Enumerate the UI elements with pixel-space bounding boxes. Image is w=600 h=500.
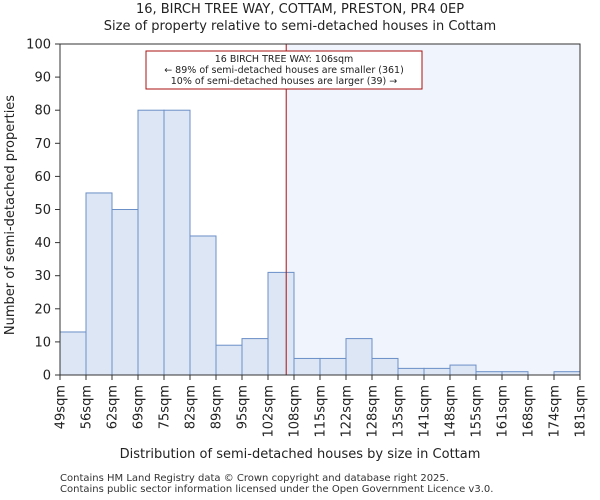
x-tick-label-181sqm: 181sqm bbox=[574, 385, 589, 438]
x-tick-label-141sqm: 141sqm bbox=[418, 385, 433, 438]
x-tick-label-82sqm: 82sqm bbox=[184, 385, 199, 429]
x-axis-label: Distribution of semi-detached houses by … bbox=[120, 447, 481, 462]
x-tick-label-135sqm: 135sqm bbox=[392, 385, 407, 438]
x-tick-label-95sqm: 95sqm bbox=[236, 385, 251, 429]
x-tick-label-174sqm: 174sqm bbox=[548, 385, 563, 438]
footer-line-1: Contains HM Land Registry data © Crown c… bbox=[60, 473, 449, 484]
bar-141sqm bbox=[423, 367, 451, 376]
y-tick-label-30: 30 bbox=[34, 269, 51, 284]
y-tick-label-20: 20 bbox=[34, 302, 51, 317]
y-tick-label-70: 70 bbox=[34, 137, 51, 152]
x-tick-label-115sqm: 115sqm bbox=[314, 385, 329, 438]
x-tick-label-89sqm: 89sqm bbox=[210, 385, 225, 429]
bar-82sqm bbox=[189, 235, 217, 376]
chart-title: 16, BIRCH TREE WAY, COTTAM, PRESTON, PR4… bbox=[104, 2, 496, 34]
x-tick-label-62sqm: 62sqm bbox=[106, 385, 121, 429]
chart-title-line-1: 16, BIRCH TREE WAY, COTTAM, PRESTON, PR4… bbox=[136, 2, 464, 17]
y-axis: 0 10 20 30 40 50 60 70 80 90 100 bbox=[26, 38, 60, 384]
annotation-line-2: ← 89% of semi-detached houses are smalle… bbox=[164, 65, 404, 76]
marker-annotation: 16 BIRCH TREE WAY: 106sqm← 89% of semi-d… bbox=[145, 50, 423, 90]
y-tick-label-10: 10 bbox=[34, 335, 51, 350]
y-tick-label-50: 50 bbox=[34, 203, 51, 218]
bar-122sqm bbox=[345, 338, 373, 376]
x-tick-label-49sqm: 49sqm bbox=[54, 385, 69, 429]
bar-108sqm bbox=[293, 357, 321, 376]
y-axis-label: Number of semi-detached properties bbox=[3, 95, 18, 335]
annotation-line-1: 16 BIRCH TREE WAY: 106sqm bbox=[215, 54, 354, 65]
x-tick-label-161sqm: 161sqm bbox=[496, 385, 511, 438]
y-tick-label-40: 40 bbox=[34, 236, 51, 251]
bar-128sqm bbox=[371, 357, 399, 376]
bar-56sqm bbox=[85, 192, 113, 376]
x-tick-label-148sqm: 148sqm bbox=[444, 385, 459, 438]
bar-75sqm bbox=[163, 109, 191, 376]
x-tick-label-155sqm: 155sqm bbox=[470, 385, 485, 438]
y-tick-label-100: 100 bbox=[26, 38, 51, 53]
y-tick-label-0: 0 bbox=[43, 369, 51, 384]
y-tick-label-60: 60 bbox=[34, 170, 51, 185]
x-tick-label-122sqm: 122sqm bbox=[340, 385, 355, 438]
bar-89sqm bbox=[215, 344, 243, 376]
y-tick-label-90: 90 bbox=[34, 71, 51, 86]
annotation-line-3: 10% of semi-detached houses are larger (… bbox=[171, 76, 398, 87]
x-tick-label-128sqm: 128sqm bbox=[366, 385, 381, 438]
x-axis: 49sqm 56sqm 62sqm 69sqm 75sqm 82sqm 89sqm 95sqm… bbox=[54, 375, 589, 438]
annotation-box bbox=[145, 50, 423, 90]
x-tick-label-168sqm: 168sqm bbox=[522, 385, 537, 438]
bar-62sqm bbox=[111, 209, 139, 376]
x-tick-label-75sqm: 75sqm bbox=[158, 385, 173, 429]
x-tick-label-69sqm: 69sqm bbox=[132, 385, 147, 429]
x-tick-label-102sqm: 102sqm bbox=[262, 385, 277, 438]
y-tick-label-80: 80 bbox=[34, 104, 51, 119]
plot-frame bbox=[59, 43, 581, 376]
bar-49sqm bbox=[59, 331, 87, 376]
footer-line-2: Contains public sector information licen… bbox=[60, 484, 494, 495]
x-tick-label-108sqm: 108sqm bbox=[288, 385, 303, 438]
larger-properties-region bbox=[286, 44, 580, 375]
bar-135sqm bbox=[397, 367, 425, 376]
bars bbox=[59, 109, 581, 376]
x-tick-label-56sqm: 56sqm bbox=[80, 385, 95, 429]
bar-102sqm bbox=[267, 271, 295, 376]
bar-69sqm bbox=[137, 109, 165, 376]
bar-115sqm bbox=[319, 357, 347, 376]
bar-148sqm bbox=[449, 364, 477, 376]
bar-95sqm bbox=[241, 338, 269, 376]
chart-title-line-2: Size of property relative to semi-detach… bbox=[104, 19, 496, 34]
